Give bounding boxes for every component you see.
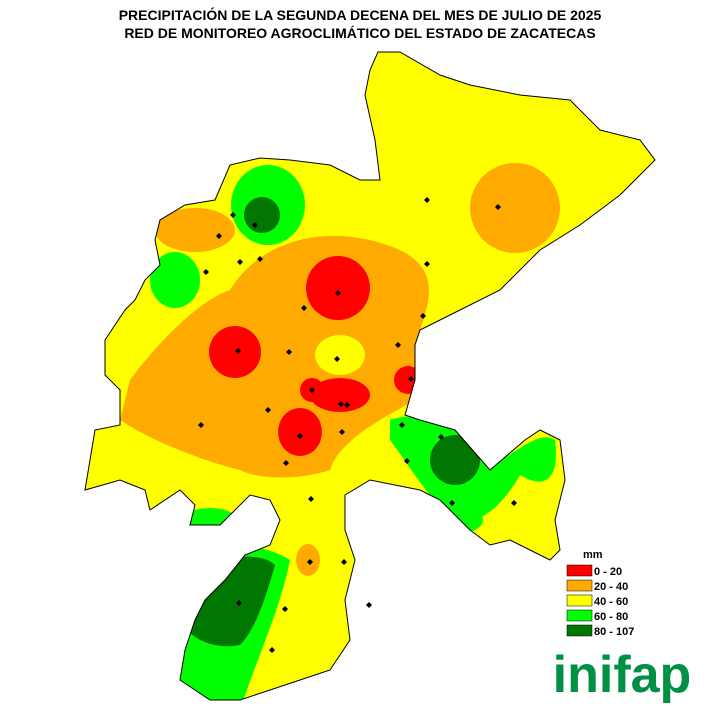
legend-label: 40 - 60 <box>594 596 628 608</box>
zone-40-60 <box>315 335 365 375</box>
legend-label: 60 - 80 <box>594 611 628 623</box>
legend: 0 - 20 20 - 40 40 - 60 60 - 80 80 - 107 <box>566 564 634 638</box>
legend-swatch <box>566 609 593 622</box>
legend-swatch <box>566 579 593 592</box>
zone-80-107 <box>430 435 480 485</box>
legend-title: mm <box>583 549 603 561</box>
zone-20-40 <box>470 163 560 253</box>
legend-label: 0 - 20 <box>594 566 622 578</box>
map-title: PRECIPITACIÓN DE LA SEGUNDA DECENA DEL M… <box>119 6 602 23</box>
zone-60-80 <box>150 252 200 308</box>
zone-80-107 <box>244 197 280 233</box>
zone-20-40 <box>155 208 235 252</box>
logo: inifap <box>553 646 692 704</box>
zone-0-20 <box>278 408 322 456</box>
zone-60-80 <box>447 508 483 532</box>
zone-0-20 <box>394 366 422 394</box>
map-subtitle: RED DE MONITOREO AGROCLIMÁTICO DEL ESTAD… <box>124 25 595 41</box>
zone-0-20 <box>310 378 370 412</box>
zone-0-20 <box>209 326 261 378</box>
stations <box>198 197 517 653</box>
legend-label: 20 - 40 <box>594 581 628 593</box>
legend-swatch <box>566 594 593 607</box>
zone-0-20 <box>306 256 370 320</box>
zone-20-40 <box>296 544 320 576</box>
legend-swatch <box>566 564 593 577</box>
legend-swatch <box>566 624 593 637</box>
legend-label: 80 - 107 <box>594 626 634 638</box>
